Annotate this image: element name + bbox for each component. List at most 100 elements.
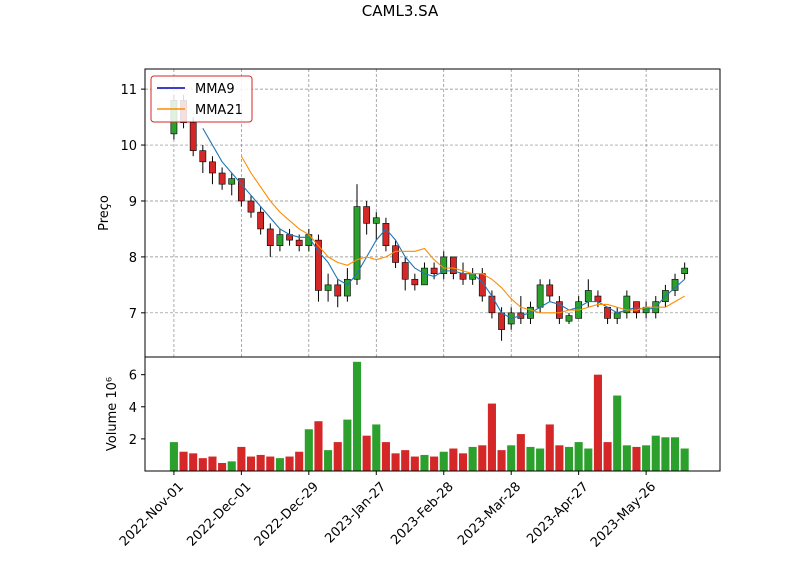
candle-body [334, 284, 342, 297]
candle-body [488, 295, 496, 314]
candle-body [556, 301, 563, 319]
volume-bar [381, 442, 390, 471]
volume-bar [603, 442, 612, 471]
volume-bar [468, 446, 477, 471]
volume-axis-label: Volume 10⁶ [105, 377, 120, 451]
volume-bar [555, 445, 564, 471]
y-tick-label: 7 [129, 307, 137, 322]
candle-body [594, 295, 602, 302]
volume-bar [343, 419, 352, 471]
candle-body [469, 273, 477, 280]
y-tick-label: 2 [129, 433, 137, 448]
volume-bar [613, 395, 622, 471]
candle-body [237, 178, 245, 202]
ma-line [240, 155, 685, 314]
volume-bar [295, 451, 304, 471]
volume-bar [401, 450, 410, 471]
candle-body [613, 312, 621, 319]
candle-body [209, 161, 216, 174]
volume-bar [372, 424, 381, 471]
volume-bar [574, 442, 583, 471]
candle-body [266, 228, 274, 247]
legend-label: MMA21 [195, 103, 243, 118]
candle-body [449, 256, 457, 274]
volume-bar [333, 442, 342, 471]
x-tick-label: 2023-Apr-27 [524, 479, 591, 546]
volume-bar [651, 435, 660, 471]
candle-body [421, 267, 428, 286]
x-tick-label: 2022-Dec-01 [184, 479, 254, 549]
candle-body [623, 295, 631, 314]
legend-label: MMA9 [195, 82, 235, 97]
candle-body [536, 284, 544, 308]
candle-body [430, 267, 438, 274]
volume-bar [670, 437, 680, 471]
candle-body [382, 223, 390, 247]
volume-bar [420, 454, 429, 471]
candle-body [324, 284, 332, 291]
candle-body [343, 278, 351, 297]
volume-bar [391, 453, 400, 471]
volume-bar [266, 456, 275, 471]
y-axis-label: Preço [97, 195, 112, 231]
candle-body [363, 206, 371, 224]
volume-bar [246, 456, 256, 471]
candle-body [392, 245, 399, 263]
candle-body [681, 267, 689, 274]
volume-bar [304, 429, 313, 471]
chart-title: CAML3.SA [362, 2, 439, 20]
candle-body [584, 290, 592, 302]
volume-bar [680, 448, 689, 471]
candle-body [276, 234, 284, 247]
volume-bar [564, 446, 574, 471]
volume-bar [314, 421, 323, 471]
volume-bar [545, 424, 554, 471]
y-tick-label: 10 [120, 139, 137, 154]
volume-bar [593, 374, 602, 471]
volume-bar [285, 456, 294, 471]
candle-body [411, 278, 419, 286]
candle-body [546, 284, 554, 297]
x-tick-label: 2023-Mar-28 [455, 479, 524, 548]
candle-body [189, 122, 197, 151]
candle-body [199, 150, 207, 163]
volume-bar [169, 442, 178, 471]
y-tick-label: 4 [129, 401, 137, 416]
candle-body [372, 217, 380, 224]
volume-bar [458, 453, 468, 471]
x-tick-label: 2022-Dec-29 [252, 479, 322, 549]
volume-bar [536, 448, 545, 471]
volume-bar [439, 451, 448, 471]
volume-bar [362, 435, 371, 471]
candle-body [459, 273, 467, 280]
x-tick-label: 2023-Feb-28 [388, 479, 457, 548]
volume-bar [632, 446, 641, 471]
candle-body [353, 206, 361, 280]
candle-body [671, 278, 679, 291]
candle-body [247, 200, 255, 213]
volume-bar [430, 456, 439, 471]
candle-body [257, 211, 265, 230]
volume-bar [584, 448, 593, 471]
volume-bar [516, 434, 525, 471]
volume-bar [642, 445, 651, 471]
volume-bar [497, 450, 506, 471]
candle-body [401, 262, 409, 280]
x-tick-label: 2023-Jan-27 [322, 479, 389, 546]
ma-line [202, 128, 686, 320]
volume-bar [410, 456, 419, 471]
y-tick-label: 9 [129, 195, 137, 210]
volume-bar [208, 456, 217, 471]
candle-body [565, 315, 573, 322]
candle-body [315, 239, 322, 291]
volume-bar [237, 446, 246, 471]
candle-body [228, 178, 236, 185]
volume-bar [256, 454, 265, 471]
y-tick-label: 8 [129, 251, 137, 266]
volume-bar [487, 403, 496, 471]
volume-bar [227, 461, 236, 471]
volume-bar [478, 445, 487, 471]
volume-bar [352, 361, 362, 471]
volume-bar [622, 445, 631, 471]
